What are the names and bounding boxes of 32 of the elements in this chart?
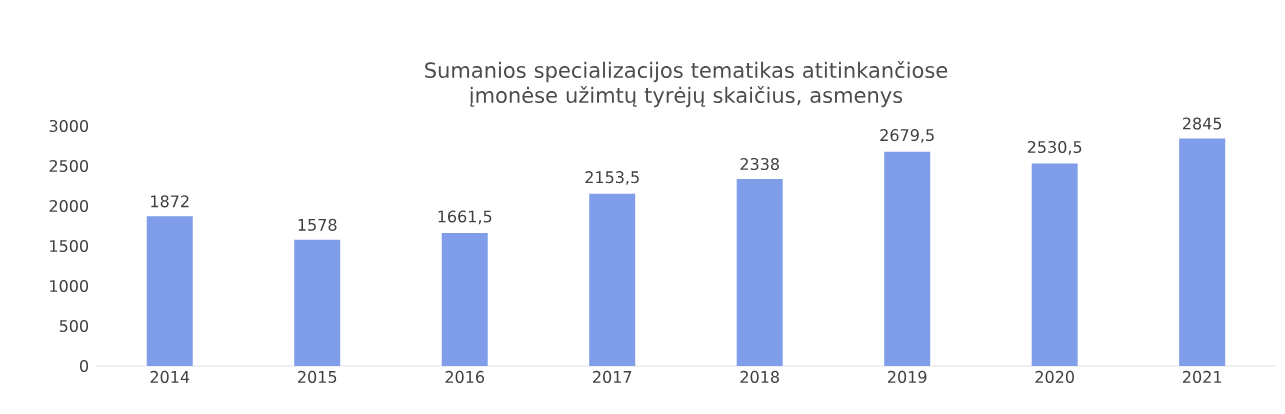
bar <box>294 239 341 366</box>
bar <box>884 151 931 366</box>
bar <box>441 233 488 366</box>
bar <box>1031 163 1078 366</box>
bar <box>589 193 636 366</box>
bar <box>736 178 783 366</box>
data-label: 2153,5 <box>585 171 639 185</box>
y-tick-label: 2500 <box>49 159 89 173</box>
y-tick-label: 1000 <box>50 279 89 293</box>
x-tick-label: 2020 <box>1035 370 1074 383</box>
data-label: 2845 <box>1182 117 1222 130</box>
x-tick-label: 2015 <box>298 370 337 383</box>
x-tick-label: 2014 <box>150 370 190 383</box>
chart-title: Sumanios specializacijos tematikas atitinkančiose įmonėse užimtų tyrėjų skaičius, asmenys <box>425 60 948 108</box>
data-label: 2679,5 <box>880 129 934 143</box>
x-tick-label: 2016 <box>445 370 485 383</box>
x-tick-label: 2018 <box>740 370 779 383</box>
data-label: 1661,5 <box>438 210 492 225</box>
y-tick-label: 3000 <box>49 119 89 133</box>
data-label: 2530,5 <box>1027 140 1082 155</box>
y-tick-label: 1500 <box>50 239 89 253</box>
data-label: 1872 <box>151 195 189 208</box>
y-tick-label: 0 <box>80 359 89 373</box>
y-tick-label: 500 <box>59 319 89 333</box>
x-tick-label: 2021 <box>1182 370 1222 383</box>
bar <box>1179 138 1226 366</box>
bar <box>146 216 193 366</box>
y-tick-label: 2000 <box>49 199 89 213</box>
x-tick-label: 2019 <box>888 370 927 383</box>
data-label: 1578 <box>298 218 337 231</box>
x-tick-label: 2017 <box>593 370 632 383</box>
data-label: 2338 <box>740 157 779 171</box>
